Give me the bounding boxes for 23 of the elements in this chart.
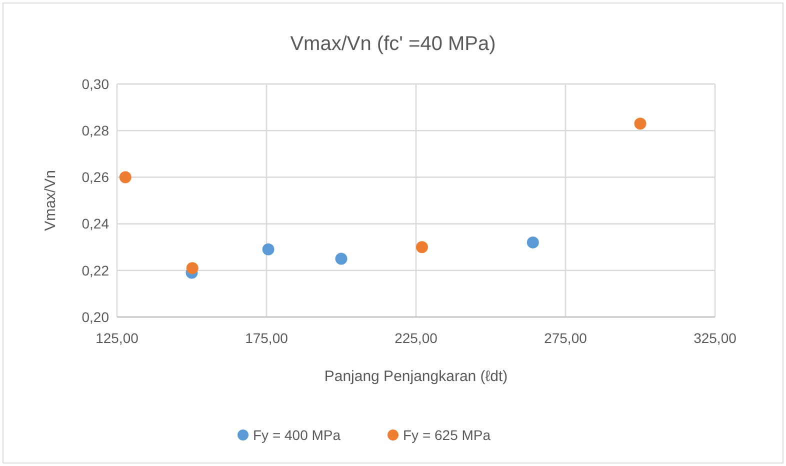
y-tick-label: 0,26 [82, 169, 110, 186]
point [335, 252, 348, 265]
y-tick-label: 0,22 [82, 262, 110, 278]
x-tick-label: 275,00 [544, 330, 588, 346]
x-tick-label: 225,00 [394, 330, 438, 346]
point [119, 171, 132, 184]
y-axis-title: Vmax/Vn [42, 170, 59, 231]
chart-title: Vmax/Vn (fc' =40 MPa) [290, 33, 496, 55]
point [262, 243, 274, 256]
x-tick-label: 125,00 [96, 330, 139, 346]
y-tick-label: 0,30 [82, 76, 110, 92]
point [634, 118, 646, 130]
x-tick-label: 175,00 [245, 330, 288, 346]
legend-label: Fy = 625 MPa [403, 426, 491, 443]
y-tick-label: 0,24 [82, 216, 110, 232]
point [186, 262, 198, 274]
point [416, 241, 428, 254]
x-tick-label: 325,00 [694, 330, 737, 346]
y-tick-label: 0,28 [82, 122, 110, 138]
y-tick-label: 0,20 [82, 308, 110, 325]
x-axis-title: Panjang Penjangkaran (ℓdt) [324, 368, 508, 385]
point [526, 236, 539, 248]
legend-label: Fy = 400 MPa [253, 426, 341, 443]
